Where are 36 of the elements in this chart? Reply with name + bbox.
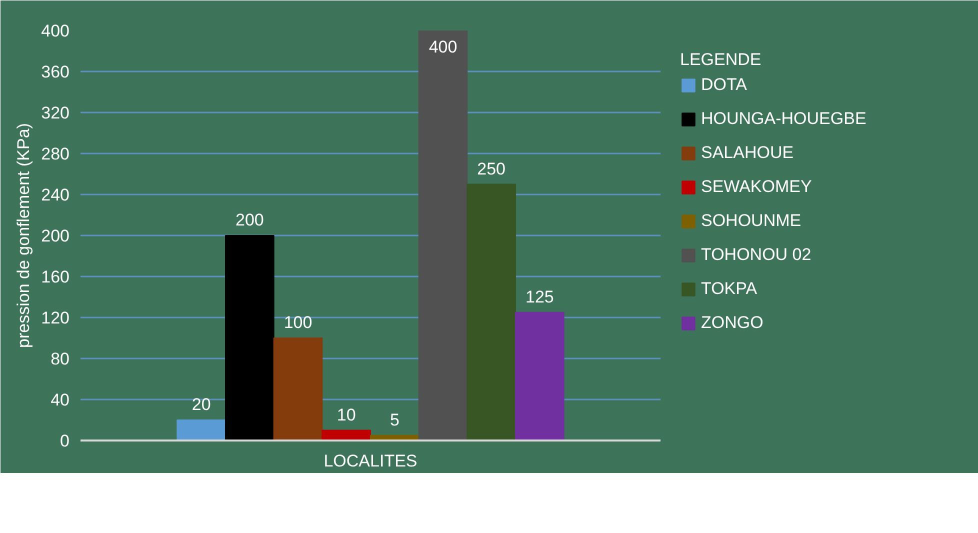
legend-label: TOHONOU 02: [701, 245, 812, 265]
bar: [225, 235, 274, 440]
y-tick-label: 0: [60, 432, 70, 450]
legend-label: TOKPA: [701, 279, 758, 299]
legend-label: SEWAKOMEY: [701, 177, 812, 197]
legend-label: DOTA: [701, 75, 747, 95]
y-tick-label: 400: [41, 22, 70, 40]
y-tick-label: 80: [50, 350, 70, 368]
data-label: 125: [525, 287, 554, 306]
y-tick-label: 320: [41, 104, 70, 122]
bar: [273, 338, 323, 440]
x-axis-title: LOCALITES: [324, 452, 418, 470]
data-label: 250: [477, 159, 506, 178]
bar: [176, 420, 226, 440]
data-label: 200: [235, 210, 264, 230]
legend-label: SOHOUNME: [701, 211, 802, 231]
y-tick-label: 360: [41, 62, 70, 82]
data-label: 10: [336, 405, 356, 424]
data-label: 100: [284, 313, 312, 332]
bar: [515, 312, 564, 440]
legend-label: ZONGO: [701, 313, 764, 333]
data-label: 5: [390, 410, 400, 430]
y-tick-label: 240: [41, 186, 70, 204]
y-axis-title: pression de gonflement (KPa): [14, 123, 34, 348]
bar: [466, 184, 516, 440]
y-tick-label: 160: [41, 268, 70, 286]
data-label: 400: [428, 38, 458, 56]
y-tick-label: 200: [41, 226, 70, 246]
y-tick-label: 40: [50, 390, 70, 410]
legend-label: HOUNGA-HOUEGBE: [701, 109, 866, 129]
y-tick-label: 280: [41, 144, 70, 164]
legend-title: LEGENDE: [680, 50, 762, 70]
legend-label: SALAHOUE: [701, 143, 794, 163]
bar: [418, 30, 468, 440]
data-label: 20: [192, 395, 211, 414]
y-tick-label: 120: [41, 308, 70, 328]
